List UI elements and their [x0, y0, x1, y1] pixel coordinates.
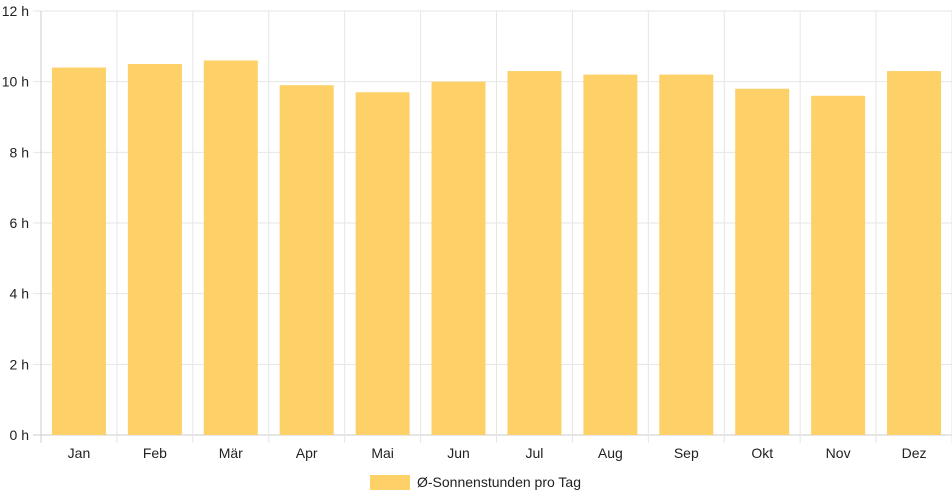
- y-tick-label: 6 h: [10, 215, 29, 231]
- x-tick-label: Jan: [68, 445, 91, 461]
- x-tick-label: Mai: [371, 445, 394, 461]
- bar: [507, 71, 562, 436]
- x-tick-label: Sep: [674, 445, 699, 461]
- y-tick-label: 10 h: [2, 74, 29, 90]
- x-tick-label: Aug: [598, 445, 623, 461]
- x-tick-label: Dez: [902, 445, 927, 461]
- y-tick-label: 8 h: [10, 144, 29, 160]
- bar: [811, 95, 866, 436]
- bar: [279, 85, 334, 435]
- bar: [127, 64, 182, 435]
- bar: [355, 92, 410, 436]
- y-tick-label: 2 h: [10, 356, 29, 372]
- legend-label: Ø-Sonnenstunden pro Tag: [417, 474, 581, 490]
- bar: [659, 74, 714, 435]
- x-tick-label: Apr: [296, 445, 318, 461]
- bar: [203, 60, 258, 435]
- bar: [887, 71, 942, 436]
- x-tick-label: Mär: [219, 445, 243, 461]
- bar: [51, 67, 106, 436]
- x-tick-label: Feb: [143, 445, 167, 461]
- bar: [431, 81, 486, 436]
- axes: 0 h 2 h 4 h 6 h 8 h 10 h 12 h Jan Feb Mär Apr Mai Ju…: [2, 3, 927, 461]
- x-tick-label: Nov: [826, 445, 851, 461]
- y-tick-label: 4 h: [10, 286, 29, 302]
- x-tick-label: Okt: [751, 445, 773, 461]
- legend: Ø-Sonnenstunden pro Tag: [370, 474, 581, 490]
- y-tick-label: 12 h: [2, 3, 29, 19]
- x-tick-label: Jun: [447, 445, 470, 461]
- y-tick-label: 0 h: [10, 427, 29, 443]
- bars: [51, 60, 942, 436]
- bar: [583, 74, 638, 435]
- legend-swatch: [370, 475, 410, 490]
- x-tick-label: Jul: [526, 445, 544, 461]
- grid: [33, 10, 952, 443]
- bar: [735, 88, 790, 435]
